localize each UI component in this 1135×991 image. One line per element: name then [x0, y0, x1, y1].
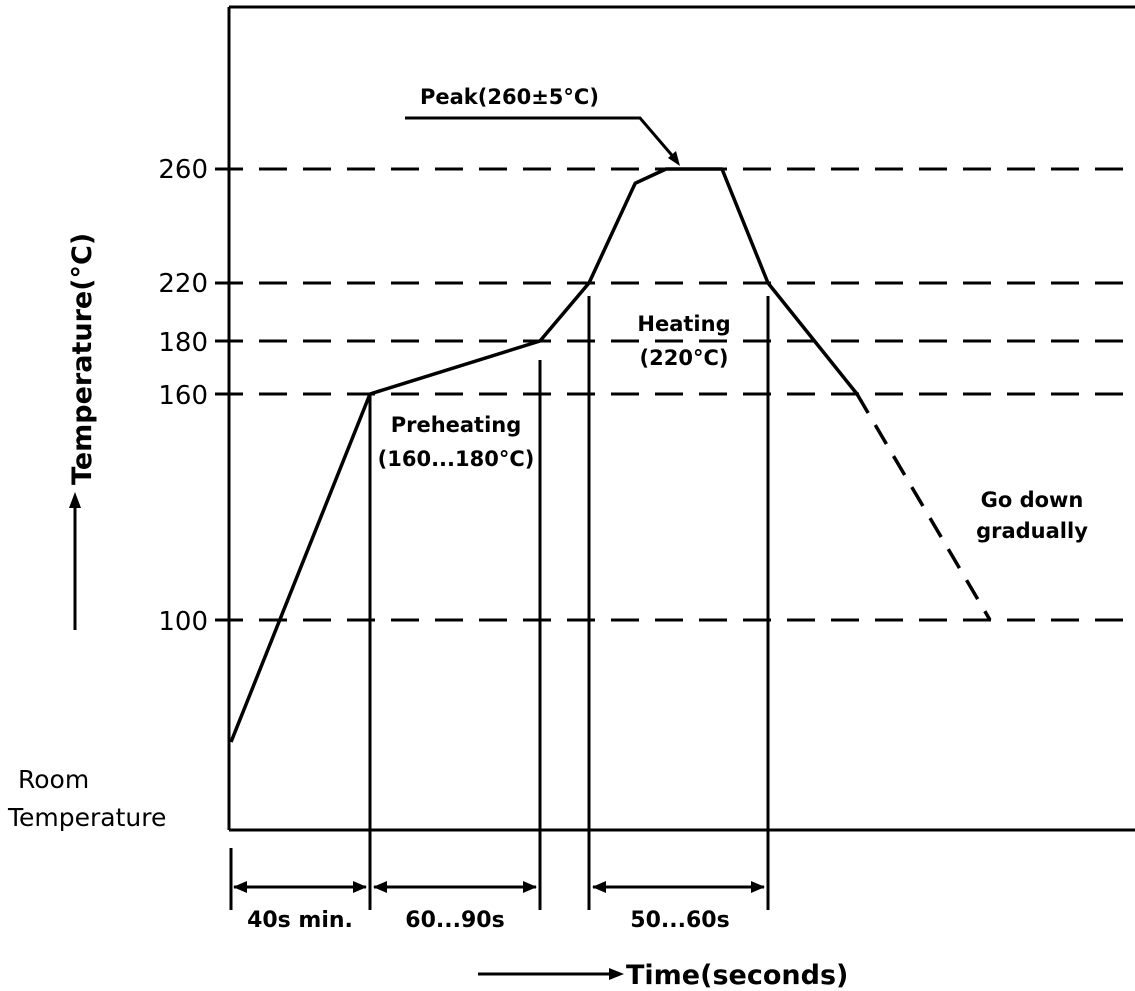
- heating-label-line1: Heating: [637, 312, 730, 336]
- x-axis-label: Time(seconds): [626, 960, 848, 991]
- profile-curve: [229, 167, 859, 743]
- go-down-label-line1: Go down: [981, 488, 1084, 512]
- cooling-curve-dashed: [855, 393, 992, 621]
- y-tick-220: 220: [158, 269, 208, 299]
- dimension-arrow-2b: [523, 881, 537, 893]
- dimension-arrow-1a: [233, 881, 247, 893]
- room-temperature-label-line1: Room: [18, 765, 89, 794]
- y-tick-180: 180: [158, 328, 208, 358]
- plot-frame: [227, 5, 1135, 832]
- room-temperature-label-line2: Temperature: [7, 803, 166, 832]
- heating-label-line2: (220°C): [640, 346, 729, 370]
- dimension-arrow-3b: [751, 881, 765, 893]
- duration-label-3: 50...60s: [630, 908, 729, 933]
- x-axis-title: Time(seconds): [478, 960, 848, 991]
- y-tick-labels: 260 220 180 160 100: [158, 155, 208, 637]
- dimension-arrow-3a: [592, 881, 606, 893]
- phase-boundaries: [229, 296, 770, 910]
- x-axis-arrowhead: [609, 968, 624, 980]
- preheating-label-line1: Preheating: [391, 413, 522, 437]
- y-tick-260: 260: [158, 155, 208, 185]
- preheating-label-line2: (160...180°C): [378, 447, 535, 471]
- peak-leader-arrowhead: [668, 151, 680, 166]
- y-tick-100: 100: [158, 607, 208, 637]
- y-axis-title: Temperature(°C): [67, 233, 98, 630]
- y-axis-arrowhead: [69, 492, 81, 508]
- go-down-label-line2: gradually: [976, 519, 1088, 543]
- duration-label-1: 40s min.: [247, 908, 353, 933]
- dimension-arrow-1b: [353, 881, 367, 893]
- reference-lines: [215, 167, 1135, 622]
- peak-annotation: Peak(260±5°C): [405, 85, 680, 166]
- y-tick-160: 160: [158, 381, 208, 411]
- duration-label-2: 60...90s: [405, 908, 504, 933]
- duration-dimensions: [233, 881, 765, 893]
- dimension-arrow-2a: [373, 881, 387, 893]
- y-axis-label: Temperature(°C): [67, 233, 98, 485]
- peak-leader-line: [405, 116, 678, 161]
- peak-label: Peak(260±5°C): [420, 85, 599, 109]
